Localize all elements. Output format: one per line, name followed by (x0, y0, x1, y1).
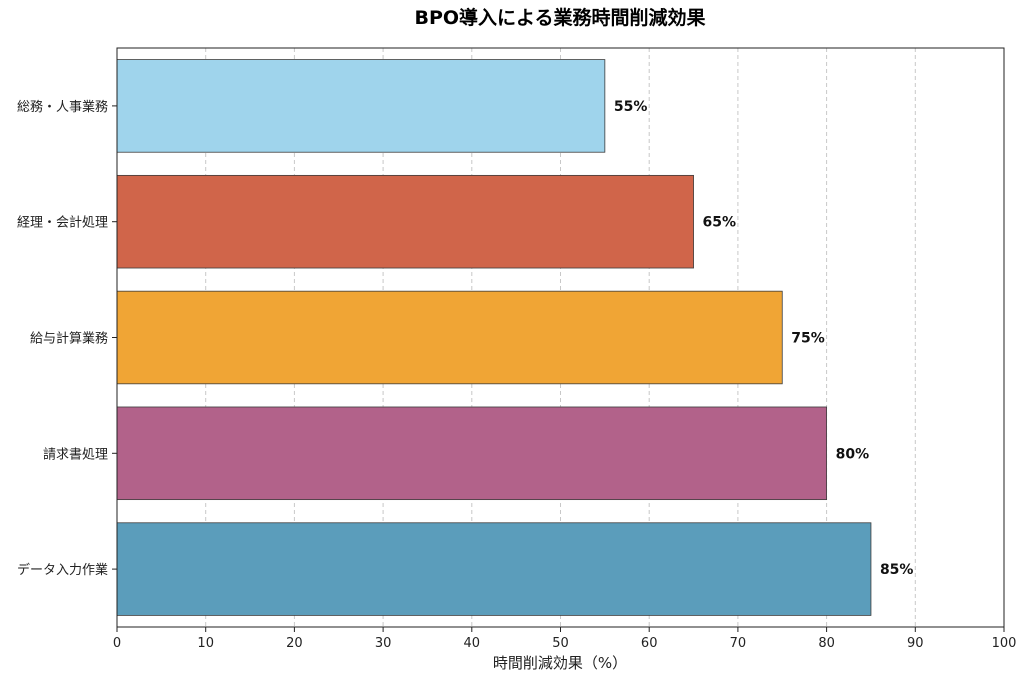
category-label: 経理・会計処理 (17, 215, 108, 231)
data-label: 80% (836, 446, 870, 462)
bar (116, 290, 783, 385)
x-tick-label: 70 (730, 636, 747, 651)
x-tick-label: 60 (641, 636, 658, 651)
x-tick-label: 20 (286, 636, 303, 651)
x-tick-label: 90 (907, 636, 924, 651)
bars (116, 59, 872, 616)
bar (116, 406, 827, 501)
x-tick-label: 100 (992, 636, 1017, 651)
x-axis-label: 時間削減効果（%） (493, 654, 627, 672)
x-tick-label: 10 (197, 636, 214, 651)
data-label: 65% (703, 215, 737, 231)
bar (116, 174, 694, 269)
bar (116, 522, 872, 616)
x-tick-label: 50 (552, 636, 569, 651)
x-tick-label: 40 (464, 636, 481, 651)
category-label: データ入力作業 (17, 562, 108, 578)
x-tick-label: 0 (113, 636, 121, 651)
category-label: 請求書処理 (43, 447, 108, 462)
data-label: 55% (614, 99, 648, 115)
data-labels: 55% 65% 75% 80% 85% (614, 99, 914, 578)
data-label: 75% (791, 331, 825, 347)
data-label: 85% (880, 562, 914, 578)
category-label: 総務・人事業務 (17, 99, 108, 115)
x-tick-label: 30 (375, 636, 392, 651)
category-label: 給与計算業務 (30, 331, 108, 347)
chart-title: BPO導入による業務時間削減効果 (415, 6, 706, 29)
x-axis-ticks: 0 10 20 30 40 50 60 70 80 90 100 (113, 627, 1017, 651)
x-tick-label: 80 (818, 636, 835, 651)
bar (116, 59, 606, 153)
